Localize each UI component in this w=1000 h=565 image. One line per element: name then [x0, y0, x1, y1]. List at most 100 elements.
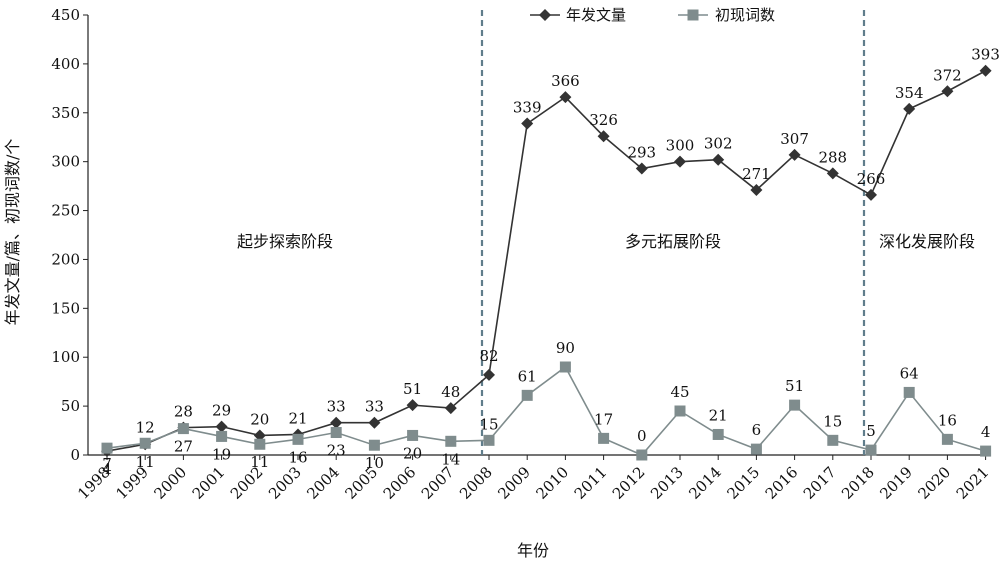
series-point [597, 130, 610, 143]
data-label: 14 [441, 450, 460, 468]
series-point [979, 64, 992, 77]
x-tick-label: 2017 [800, 463, 840, 503]
x-tick-label: 2014 [685, 463, 725, 503]
series-point [444, 402, 457, 415]
data-label: 266 [857, 170, 886, 188]
data-label: 23 [327, 442, 346, 460]
data-label: 17 [594, 410, 613, 428]
data-label: 64 [900, 364, 919, 382]
x-tick-label: 2011 [571, 463, 611, 503]
data-label: 16 [938, 411, 957, 429]
data-label: 15 [479, 415, 498, 433]
series-point [598, 432, 610, 444]
data-label: 12 [136, 418, 155, 436]
series-point [865, 188, 877, 201]
series-point [674, 155, 686, 168]
series-point [941, 85, 954, 98]
series-point [521, 389, 533, 401]
data-label: 10 [365, 454, 384, 472]
data-label: 16 [288, 448, 307, 466]
data-label: 27 [174, 438, 193, 456]
x-tick-label: 2020 [914, 463, 954, 503]
x-tick-label: 2008 [456, 463, 496, 503]
x-tick-label: 2016 [762, 463, 802, 503]
x-tick-label: 2010 [532, 463, 572, 503]
data-label: 51 [785, 377, 804, 395]
series-point [559, 91, 572, 104]
y-tick-label: 150 [51, 299, 80, 317]
x-axis-title: 年份 [517, 541, 549, 560]
series-point [903, 386, 915, 398]
data-label: 33 [365, 398, 384, 416]
data-label: 21 [288, 409, 307, 427]
data-label: 6 [752, 421, 762, 439]
y-axis-title: 年发文量/篇、初现词数/个 [3, 139, 22, 326]
series-point [750, 443, 762, 455]
data-label: 29 [212, 402, 231, 420]
series-point [788, 148, 801, 161]
data-label: 19 [212, 445, 231, 463]
series-point [712, 153, 725, 166]
data-label: 51 [403, 380, 422, 398]
y-tick-label: 0 [70, 446, 80, 464]
x-tick-label: 2001 [189, 463, 229, 503]
series-point [750, 184, 763, 197]
y-tick-label: 250 [51, 202, 80, 220]
x-tick-label: 2003 [265, 463, 305, 503]
data-label: 5 [866, 422, 876, 440]
series-point [635, 162, 648, 175]
y-tick-label: 100 [51, 348, 80, 366]
data-label: 339 [513, 99, 542, 117]
series-point [826, 167, 839, 180]
series-point [406, 399, 419, 412]
data-label: 300 [666, 137, 695, 155]
data-label: 45 [670, 383, 689, 401]
series-point [177, 423, 189, 435]
data-label: 33 [327, 398, 346, 416]
series-point [330, 416, 343, 429]
legend-label: 年发文量 [566, 6, 626, 24]
axes: 0501001502002503003504004501998199920002… [51, 6, 992, 503]
series-point [636, 449, 648, 461]
x-tick-label: 2019 [876, 463, 916, 503]
data-label: 21 [709, 406, 728, 424]
series-point [254, 438, 266, 450]
data-label: 393 [971, 46, 1000, 64]
series-point [674, 405, 686, 417]
data-label: 20 [250, 410, 269, 428]
series-point [101, 442, 113, 454]
series-point [445, 435, 457, 447]
y-tick-label: 200 [51, 250, 80, 268]
series-point [292, 433, 304, 445]
data-label: 20 [403, 444, 422, 462]
x-tick-label: 2015 [723, 463, 763, 503]
data-label: 293 [627, 144, 656, 162]
data-label: 4 [102, 460, 112, 478]
series-point [216, 430, 228, 442]
x-tick-label: 2000 [150, 463, 190, 503]
series-point [980, 445, 992, 457]
series-point [903, 102, 916, 115]
stage-label: 多元拓展阶段 [625, 232, 721, 251]
series-point [139, 437, 151, 449]
data-label: 354 [895, 84, 924, 102]
stage-label: 深化发展阶段 [879, 232, 975, 251]
data-label: 372 [933, 66, 962, 84]
data-label: 82 [479, 347, 498, 365]
legend-label: 初现词数 [715, 6, 775, 24]
data-label: 302 [704, 135, 733, 153]
legend-marker [687, 9, 699, 21]
series-point [407, 429, 419, 441]
series-point [215, 420, 228, 433]
y-tick-label: 300 [51, 153, 80, 171]
data-label: 366 [551, 72, 580, 90]
data-label: 15 [823, 412, 842, 430]
data-label: 90 [556, 339, 575, 357]
data-label: 288 [818, 148, 847, 166]
x-tick-label: 2013 [647, 463, 687, 503]
series-point [253, 429, 266, 442]
legend-marker [539, 9, 551, 21]
series-point [789, 399, 801, 411]
stage-labels: 起步探索阶段 多元拓展阶段 深化发展阶段 [237, 232, 975, 251]
series-point [330, 427, 342, 439]
